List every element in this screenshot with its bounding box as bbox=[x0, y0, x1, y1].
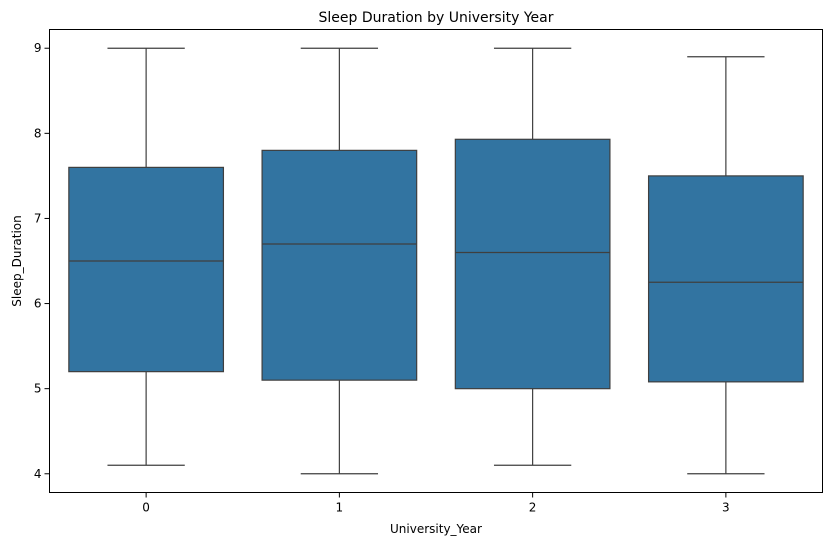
y-tick-label: 8 bbox=[34, 126, 42, 140]
x-tick-label: 3 bbox=[722, 501, 730, 515]
plot-area-frame bbox=[49, 29, 823, 493]
box-group-0 bbox=[68, 47, 225, 466]
box bbox=[68, 166, 225, 373]
box bbox=[647, 175, 804, 383]
box-group-2 bbox=[454, 47, 611, 466]
box bbox=[454, 138, 611, 390]
x-tick-label: 0 bbox=[142, 501, 150, 515]
box-group-3 bbox=[647, 56, 804, 475]
box-group-1 bbox=[261, 47, 418, 475]
y-tick-label: 5 bbox=[34, 382, 42, 396]
y-tick-label: 6 bbox=[34, 297, 42, 311]
x-tick-label: 2 bbox=[529, 501, 537, 515]
x-axis: 0 1 2 3 bbox=[142, 492, 730, 515]
y-axis: 4 5 6 7 8 9 bbox=[34, 41, 50, 481]
chart-title: Sleep Duration by University Year bbox=[319, 10, 554, 26]
y-tick-label: 9 bbox=[34, 41, 42, 55]
box bbox=[261, 149, 418, 381]
y-axis-title: Sleep_Duration bbox=[10, 215, 24, 306]
y-tick-label: 7 bbox=[34, 211, 42, 225]
boxes-layer bbox=[68, 47, 804, 475]
x-tick-label: 1 bbox=[336, 501, 344, 515]
y-tick-label: 4 bbox=[34, 467, 42, 481]
x-axis-title: University_Year bbox=[390, 522, 482, 536]
